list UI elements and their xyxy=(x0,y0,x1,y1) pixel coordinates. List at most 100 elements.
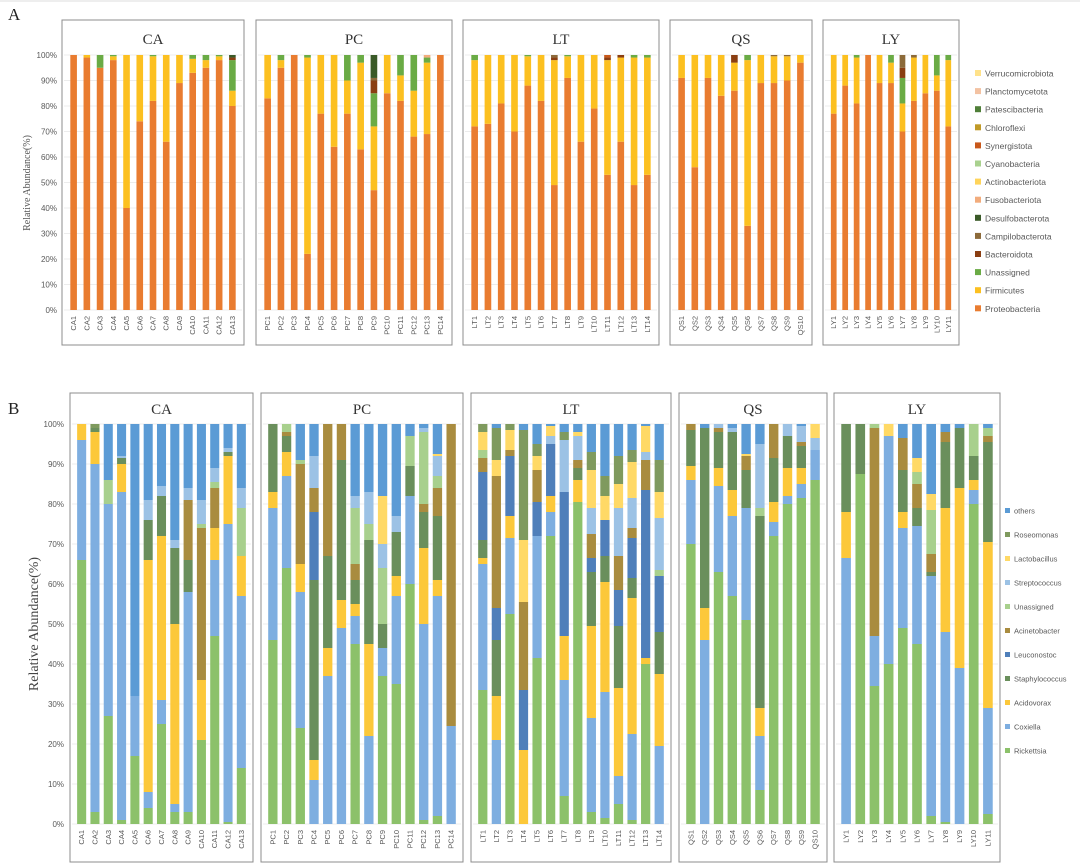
bar-segment-others xyxy=(586,424,596,452)
bar-segment-rickettsia xyxy=(727,596,737,824)
bar-segment-streptococcus xyxy=(364,492,374,524)
bar-segment-coxiella xyxy=(183,592,193,812)
bar-segment-others xyxy=(755,424,765,444)
sample-label: LT1 xyxy=(478,830,487,842)
bar-segment-rickettsia xyxy=(686,544,696,824)
bar-segment-rickettsia xyxy=(883,664,894,824)
sample-label: LY2 xyxy=(856,830,865,843)
legend-swatch-bacteroidota xyxy=(975,251,981,257)
sample-label: QS10 xyxy=(796,316,805,335)
bar-segment-rickettsia xyxy=(796,498,806,824)
sample-label: CA2 xyxy=(90,830,99,845)
bar-segment-acinetobacter xyxy=(796,442,806,446)
bar-segment-coxiella xyxy=(223,524,233,822)
y-tick-label-b: 80% xyxy=(48,500,64,509)
bar-segment-unassigned xyxy=(983,428,993,436)
bar-segment-rickettsia xyxy=(281,568,292,824)
bar-segment-unassigned xyxy=(654,570,664,576)
bar-segment-unassigned xyxy=(968,424,979,456)
bar-segment-rickettsia xyxy=(968,504,979,824)
group-box-ca xyxy=(61,19,245,346)
bar-segment-rickettsia xyxy=(940,822,951,824)
group-title-ca: CA xyxy=(151,402,172,418)
legend-swatch-coxiella xyxy=(1005,724,1010,729)
bar-segment-staphylococcus xyxy=(170,548,180,624)
group-title-ca: CA xyxy=(143,32,164,48)
bar-segment-leuconostoc xyxy=(532,502,542,536)
bar-segment-firmicutes xyxy=(123,55,130,208)
bar-segment-staphylococcus xyxy=(350,580,360,604)
bar-segment-coxiella xyxy=(654,746,664,824)
bar-segment-staphylococcus xyxy=(600,556,610,582)
bar-segment-roseomonas xyxy=(518,430,529,540)
bar-segment-rickettsia xyxy=(559,796,569,824)
bar-segment-others xyxy=(405,424,415,436)
bar-segment-streptococcus xyxy=(727,428,737,432)
y-tick-label-b: 10% xyxy=(48,780,64,789)
group-box-pc xyxy=(255,19,453,346)
bar-segment-staphylococcus xyxy=(478,540,488,558)
bar-segment-acinetobacter xyxy=(281,432,292,436)
bar-segment-coxiella xyxy=(940,632,951,822)
bar-segment-acinetobacter xyxy=(769,424,779,458)
sample-label: CA5 xyxy=(130,830,139,845)
group-box-lt xyxy=(470,392,672,863)
sample-label: QS7 xyxy=(769,830,778,845)
bar-segment-acidovorax xyxy=(796,468,806,484)
bar-segment-proteobacteria xyxy=(783,80,791,310)
bar-segment-staphylococcus xyxy=(613,626,624,688)
bar-segment-staphylococcus xyxy=(782,436,793,468)
bar-segment-coxiella xyxy=(170,804,180,812)
bar-segment-streptococcus xyxy=(309,456,319,488)
bar-segment-unassigned xyxy=(945,55,952,61)
bar-segment-proteobacteria xyxy=(215,60,223,310)
bar-segment-lactobacillus xyxy=(741,454,751,456)
bar-segment-firmicutes xyxy=(617,57,625,142)
y-tick-label-a: 20% xyxy=(41,255,57,264)
bar-segment-acidovorax xyxy=(77,424,87,440)
bar-segment-proteobacteria xyxy=(644,174,651,310)
bar-segment-unassigned xyxy=(410,55,418,91)
bar-segment-acinetobacter xyxy=(586,534,596,558)
bar-segment-lactobacillus xyxy=(613,484,624,508)
bar-segment-rickettsia xyxy=(103,716,113,824)
bar-segment-firmicutes xyxy=(397,75,404,101)
bar-segment-acidovorax xyxy=(940,508,951,632)
sample-label: PC12 xyxy=(419,830,428,849)
bar-segment-lactobacillus xyxy=(883,424,894,436)
bar-segment-bacteroidota xyxy=(229,57,236,61)
sample-label: LY5 xyxy=(875,316,884,329)
sample-label: LY7 xyxy=(927,830,936,843)
bar-segment-proteobacteria xyxy=(370,190,378,310)
sample-label: CA12 xyxy=(215,316,224,335)
bar-segment-others xyxy=(518,424,529,430)
legend-label-acinetobacter: Acinetobacter xyxy=(1014,627,1060,636)
bar-segment-lactobacillus xyxy=(810,424,820,438)
bar-segment-firmicutes xyxy=(678,55,685,78)
bar-segment-acidovorax xyxy=(968,480,979,490)
bar-segment-rickettsia xyxy=(810,480,820,824)
legend-label-staphylococcus: Staphylococcus xyxy=(1014,675,1067,684)
group-title-lt: LT xyxy=(553,32,570,48)
bar-segment-unassigned xyxy=(644,55,651,58)
bar-segment-roseomonas xyxy=(654,460,664,492)
bar-segment-proteobacteria xyxy=(264,98,271,310)
bar-segment-proteobacteria xyxy=(317,113,325,311)
sample-label: PC13 xyxy=(423,316,432,335)
bar-segment-unassigned xyxy=(471,55,478,61)
bar-segment-others xyxy=(627,424,637,450)
sample-label: QS8 xyxy=(783,830,792,845)
bar-segment-staphylococcus xyxy=(183,560,193,592)
bar-segment-staphylococcus xyxy=(309,580,319,760)
bar-segment-rickettsia xyxy=(143,808,153,824)
bar-segment-coxiella xyxy=(983,708,993,814)
bar-segment-acidovorax xyxy=(841,512,851,558)
sample-label: CA6 xyxy=(144,830,153,845)
bar-segment-proteobacteria xyxy=(731,90,738,310)
bar-segment-rickettsia xyxy=(505,614,515,824)
legend-swatch-planctomycetota xyxy=(975,88,981,95)
sample-label: PC11 xyxy=(396,316,405,334)
bar-segment-acidovorax xyxy=(713,468,724,486)
bar-segment-staphylococcus xyxy=(727,432,737,490)
